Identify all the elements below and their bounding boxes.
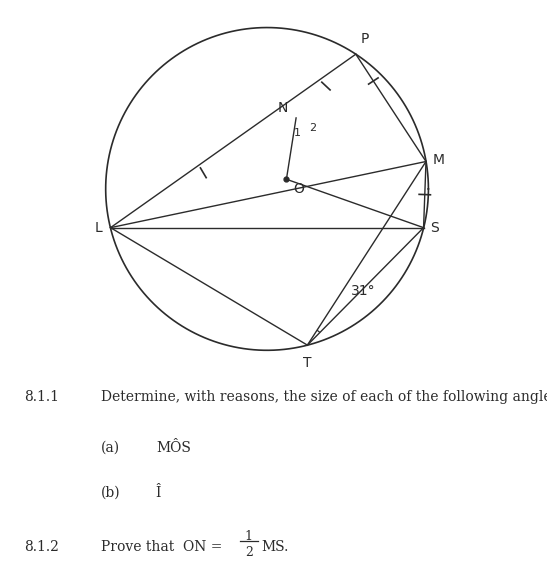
- Text: 31°: 31°: [351, 284, 376, 297]
- Text: 8.1.2: 8.1.2: [25, 540, 60, 554]
- Text: N: N: [278, 100, 288, 115]
- Text: 1: 1: [245, 530, 253, 543]
- Text: M: M: [433, 153, 445, 167]
- Text: O: O: [293, 183, 304, 196]
- Text: (a): (a): [101, 441, 120, 455]
- Text: (b): (b): [101, 485, 121, 500]
- Text: 8.1.1: 8.1.1: [25, 391, 60, 404]
- Text: MÔS: MÔS: [156, 441, 191, 455]
- Text: Î: Î: [156, 485, 161, 500]
- Text: MS.: MS.: [261, 540, 288, 554]
- Text: S: S: [430, 220, 439, 235]
- Text: P: P: [360, 32, 369, 46]
- Text: 1: 1: [294, 127, 301, 138]
- Text: L: L: [95, 220, 102, 235]
- Text: 2: 2: [309, 123, 316, 133]
- Text: T: T: [303, 356, 312, 371]
- Text: 2: 2: [245, 546, 253, 559]
- Text: Determine, with reasons, the size of each of the following angles:: Determine, with reasons, the size of eac…: [101, 391, 547, 404]
- Text: Prove that  ON =: Prove that ON =: [101, 540, 227, 554]
